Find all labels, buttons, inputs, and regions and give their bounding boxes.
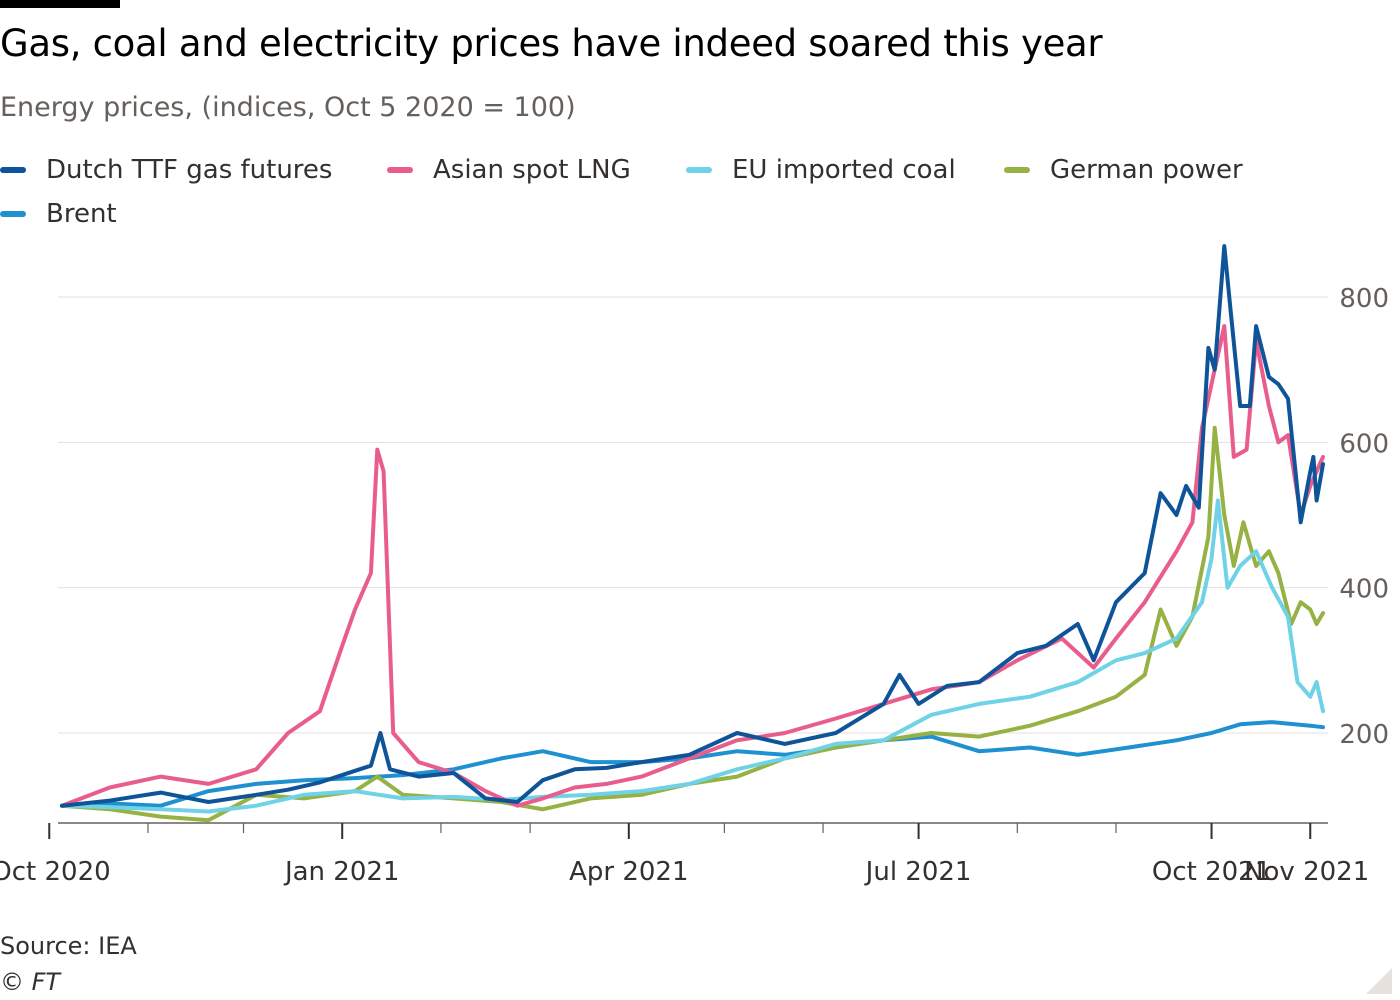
y-tick-label-600: 600 <box>1339 429 1389 459</box>
series-lines <box>60 244 1325 823</box>
legend-swatch <box>387 167 413 173</box>
x-tick-label: Jan 2021 <box>283 857 400 887</box>
legend: Dutch TTF gas futures Asian spot LNG EU … <box>0 155 1300 245</box>
legend-label: German power <box>1050 155 1243 185</box>
y-axis-labels: 200 400 600 800 <box>1339 284 1389 750</box>
legend-label: Asian spot LNG <box>433 155 631 185</box>
line-chart: 200 400 600 800 Oct 2020 Jan 2021 Apr 2021 Jul… <box>0 244 1389 887</box>
legend-swatch <box>0 211 26 217</box>
corner-triangle-icon <box>1366 968 1392 994</box>
x-tick-label: Nov 2021 <box>1244 857 1369 887</box>
x-tick-label: Jul 2021 <box>864 857 972 887</box>
legend-item-german-power: German power <box>1004 155 1243 185</box>
legend-label: Brent <box>46 199 117 229</box>
legend-swatch <box>0 167 26 173</box>
gridlines <box>58 296 1328 734</box>
x-tick-label: Apr 2021 <box>569 857 688 887</box>
series-line-eu-imported-coal <box>60 498 1325 814</box>
source-note: Source: IEA <box>0 932 137 960</box>
x-axis: Oct 2020 Jan 2021 Apr 2021 Jul 2021 Oct 2021… <box>0 822 1369 887</box>
legend-item-brent: Brent <box>0 199 117 229</box>
series-line-dutch-ttf-gas-futures <box>60 244 1325 808</box>
y-tick-label-800: 800 <box>1339 284 1389 314</box>
x-tick-label: Oct 2021 <box>1152 857 1271 887</box>
chart-title: Gas, coal and electricity prices have in… <box>0 22 1103 65</box>
series-line-german-power <box>60 425 1325 823</box>
legend-item-dutch-ttf: Dutch TTF gas futures <box>0 155 332 185</box>
legend-item-eu-coal: EU imported coal <box>686 155 956 185</box>
legend-swatch <box>686 167 712 173</box>
top-rule <box>0 0 120 8</box>
legend-item-asian-lng: Asian spot LNG <box>387 155 631 185</box>
y-tick-label-200: 200 <box>1339 720 1389 750</box>
y-tick-label-400: 400 <box>1339 575 1389 605</box>
legend-label: Dutch TTF gas futures <box>46 155 333 185</box>
series-line-asian-spot-lng <box>60 324 1325 808</box>
chart-subtitle: Energy prices, (indices, Oct 5 2020 = 10… <box>0 92 576 123</box>
legend-label: EU imported coal <box>732 155 956 185</box>
legend-swatch <box>1004 167 1030 173</box>
series-line-brent <box>60 720 1325 808</box>
credit-note: © FT <box>0 968 61 996</box>
x-tick-label: Oct 2020 <box>0 857 111 887</box>
